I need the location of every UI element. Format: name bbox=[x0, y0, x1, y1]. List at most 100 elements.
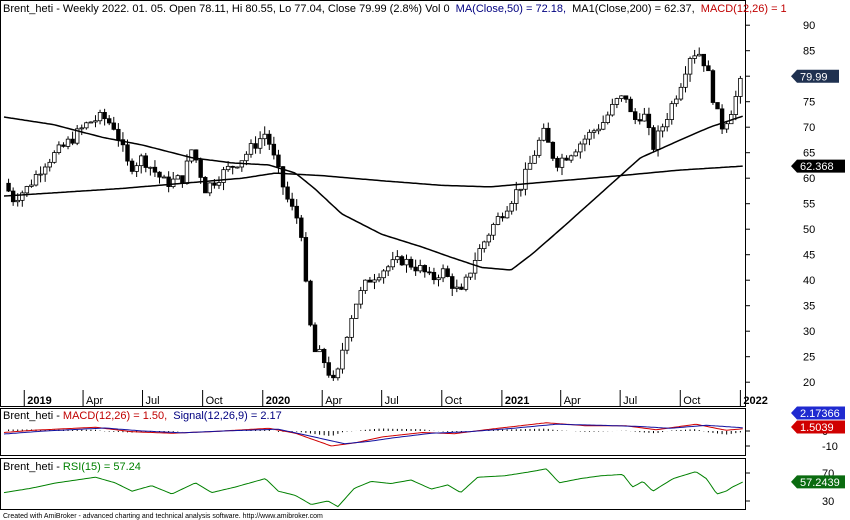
candle-body bbox=[303, 237, 309, 282]
signal-value: 2.17366 bbox=[800, 408, 840, 420]
ma200-badge: 62.368 bbox=[791, 159, 845, 173]
price-tick-label: 50 bbox=[803, 224, 815, 236]
candle-body bbox=[386, 266, 391, 272]
candle-body bbox=[33, 174, 39, 186]
candle-body bbox=[294, 205, 299, 219]
candle-body bbox=[495, 216, 501, 225]
candle-body bbox=[445, 268, 450, 277]
price-tick-label: 70 bbox=[803, 122, 815, 134]
candle-body bbox=[29, 184, 34, 187]
date-tick-label: Oct bbox=[445, 395, 462, 407]
date-tick-label: Apr bbox=[86, 395, 103, 407]
macd-short-label: MACD(12,26) = 1 bbox=[701, 3, 787, 15]
candle-body bbox=[518, 188, 524, 191]
candle-body bbox=[600, 122, 606, 130]
candle-body bbox=[106, 118, 112, 124]
candle-body bbox=[271, 143, 277, 156]
candle-body bbox=[564, 157, 569, 161]
price-tick-label: 35 bbox=[803, 301, 815, 313]
candle-body bbox=[440, 268, 446, 279]
date-tick-label: 2021 bbox=[505, 395, 529, 407]
last-price-badge: 79.99 bbox=[791, 69, 839, 83]
candle-body bbox=[203, 177, 208, 194]
candle-body bbox=[56, 144, 62, 153]
candle-body bbox=[482, 241, 487, 250]
candle-body bbox=[198, 159, 203, 178]
candle-body bbox=[637, 119, 642, 122]
candle-body bbox=[596, 128, 601, 132]
macd-badge: 1.5039 bbox=[791, 420, 845, 434]
candle-body bbox=[10, 190, 16, 203]
candle-body bbox=[578, 143, 583, 153]
candle-body bbox=[116, 128, 121, 141]
candle-body bbox=[733, 96, 739, 115]
candle-body bbox=[523, 168, 528, 190]
candle-body bbox=[216, 182, 222, 186]
candle-body bbox=[166, 176, 171, 187]
date-tick-label: Apr bbox=[325, 395, 342, 407]
candle-body bbox=[363, 279, 368, 292]
candle-body bbox=[692, 55, 697, 59]
candle-body bbox=[193, 149, 199, 161]
candle-body bbox=[321, 348, 327, 364]
candle-body bbox=[70, 138, 75, 144]
candle-body bbox=[605, 114, 610, 123]
candle-body bbox=[472, 260, 478, 274]
price-tick-label: 20 bbox=[803, 377, 815, 389]
candle-body bbox=[559, 157, 565, 168]
candle-body bbox=[459, 286, 464, 290]
candle-body bbox=[189, 149, 194, 162]
candle-body bbox=[623, 95, 629, 100]
macd-panel-prefix: Brent_heti - bbox=[3, 410, 63, 422]
candle-body bbox=[326, 362, 331, 376]
candle-body bbox=[651, 127, 656, 150]
candle-body bbox=[532, 154, 537, 164]
candle-body bbox=[289, 198, 295, 207]
candle-body bbox=[610, 103, 615, 116]
candle-body bbox=[308, 280, 313, 326]
candle-body bbox=[335, 368, 341, 379]
candle-body bbox=[431, 271, 437, 281]
macd-panel-frame bbox=[0, 408, 746, 456]
candle-body bbox=[61, 144, 66, 147]
candle-body bbox=[257, 138, 263, 149]
candle-body bbox=[312, 324, 318, 353]
candle-body bbox=[349, 318, 354, 338]
ma50-line bbox=[3, 115, 743, 271]
candle-body bbox=[573, 151, 578, 157]
rsi-tick-label: 30 bbox=[822, 496, 834, 508]
signal-label: Signal(12,26,9) = 2.17 bbox=[173, 410, 282, 422]
candle-body bbox=[660, 126, 665, 132]
price-tick-label: 40 bbox=[803, 275, 815, 287]
candle-body bbox=[157, 171, 162, 178]
price-tick-label: 65 bbox=[803, 148, 815, 160]
candle-body bbox=[591, 130, 597, 133]
price-y-axis: 202530354045505560657075808590 bbox=[745, 20, 815, 389]
candle-body bbox=[171, 178, 176, 187]
candle-body bbox=[79, 127, 84, 130]
date-tick-label: Apr bbox=[564, 395, 581, 407]
date-tick-label: Oct bbox=[683, 395, 700, 407]
price-tick-label: 55 bbox=[803, 199, 815, 211]
candle-body bbox=[646, 113, 652, 129]
rsi-header: Brent_heti - RSI(15) = 57.24 bbox=[3, 461, 141, 473]
candle-body bbox=[568, 155, 574, 161]
candle-body bbox=[678, 86, 684, 100]
candle-body bbox=[230, 165, 235, 168]
candle-body bbox=[276, 154, 281, 168]
candle-body bbox=[404, 258, 409, 266]
candle-body bbox=[628, 98, 633, 113]
candle-body bbox=[500, 216, 505, 219]
ma50-label: MA(Close,50) = 72.18, bbox=[456, 3, 566, 15]
price-tick-label: 25 bbox=[803, 352, 815, 364]
candle-body bbox=[546, 127, 551, 143]
price-tick-label: 45 bbox=[803, 250, 815, 262]
rsi-panel-frame bbox=[0, 458, 746, 510]
candle-body bbox=[427, 271, 432, 274]
candle-body bbox=[719, 108, 725, 130]
candle-body bbox=[536, 139, 542, 156]
candle-body bbox=[555, 157, 560, 168]
candle-body bbox=[143, 155, 148, 168]
candle-body bbox=[413, 266, 418, 272]
